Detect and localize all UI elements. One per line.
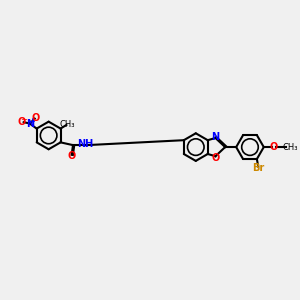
Text: O: O [270,142,278,152]
Text: O: O [211,153,220,163]
Text: NH: NH [78,140,94,149]
Text: CH₃: CH₃ [283,142,298,152]
Text: O: O [32,113,40,123]
Text: N: N [212,132,220,142]
Text: −: − [21,116,28,124]
Text: +: + [28,117,34,126]
Text: N: N [26,118,34,129]
Text: O: O [68,151,76,161]
Text: CH₃: CH₃ [60,120,75,129]
Text: Br: Br [253,163,265,173]
Text: O: O [18,116,26,127]
